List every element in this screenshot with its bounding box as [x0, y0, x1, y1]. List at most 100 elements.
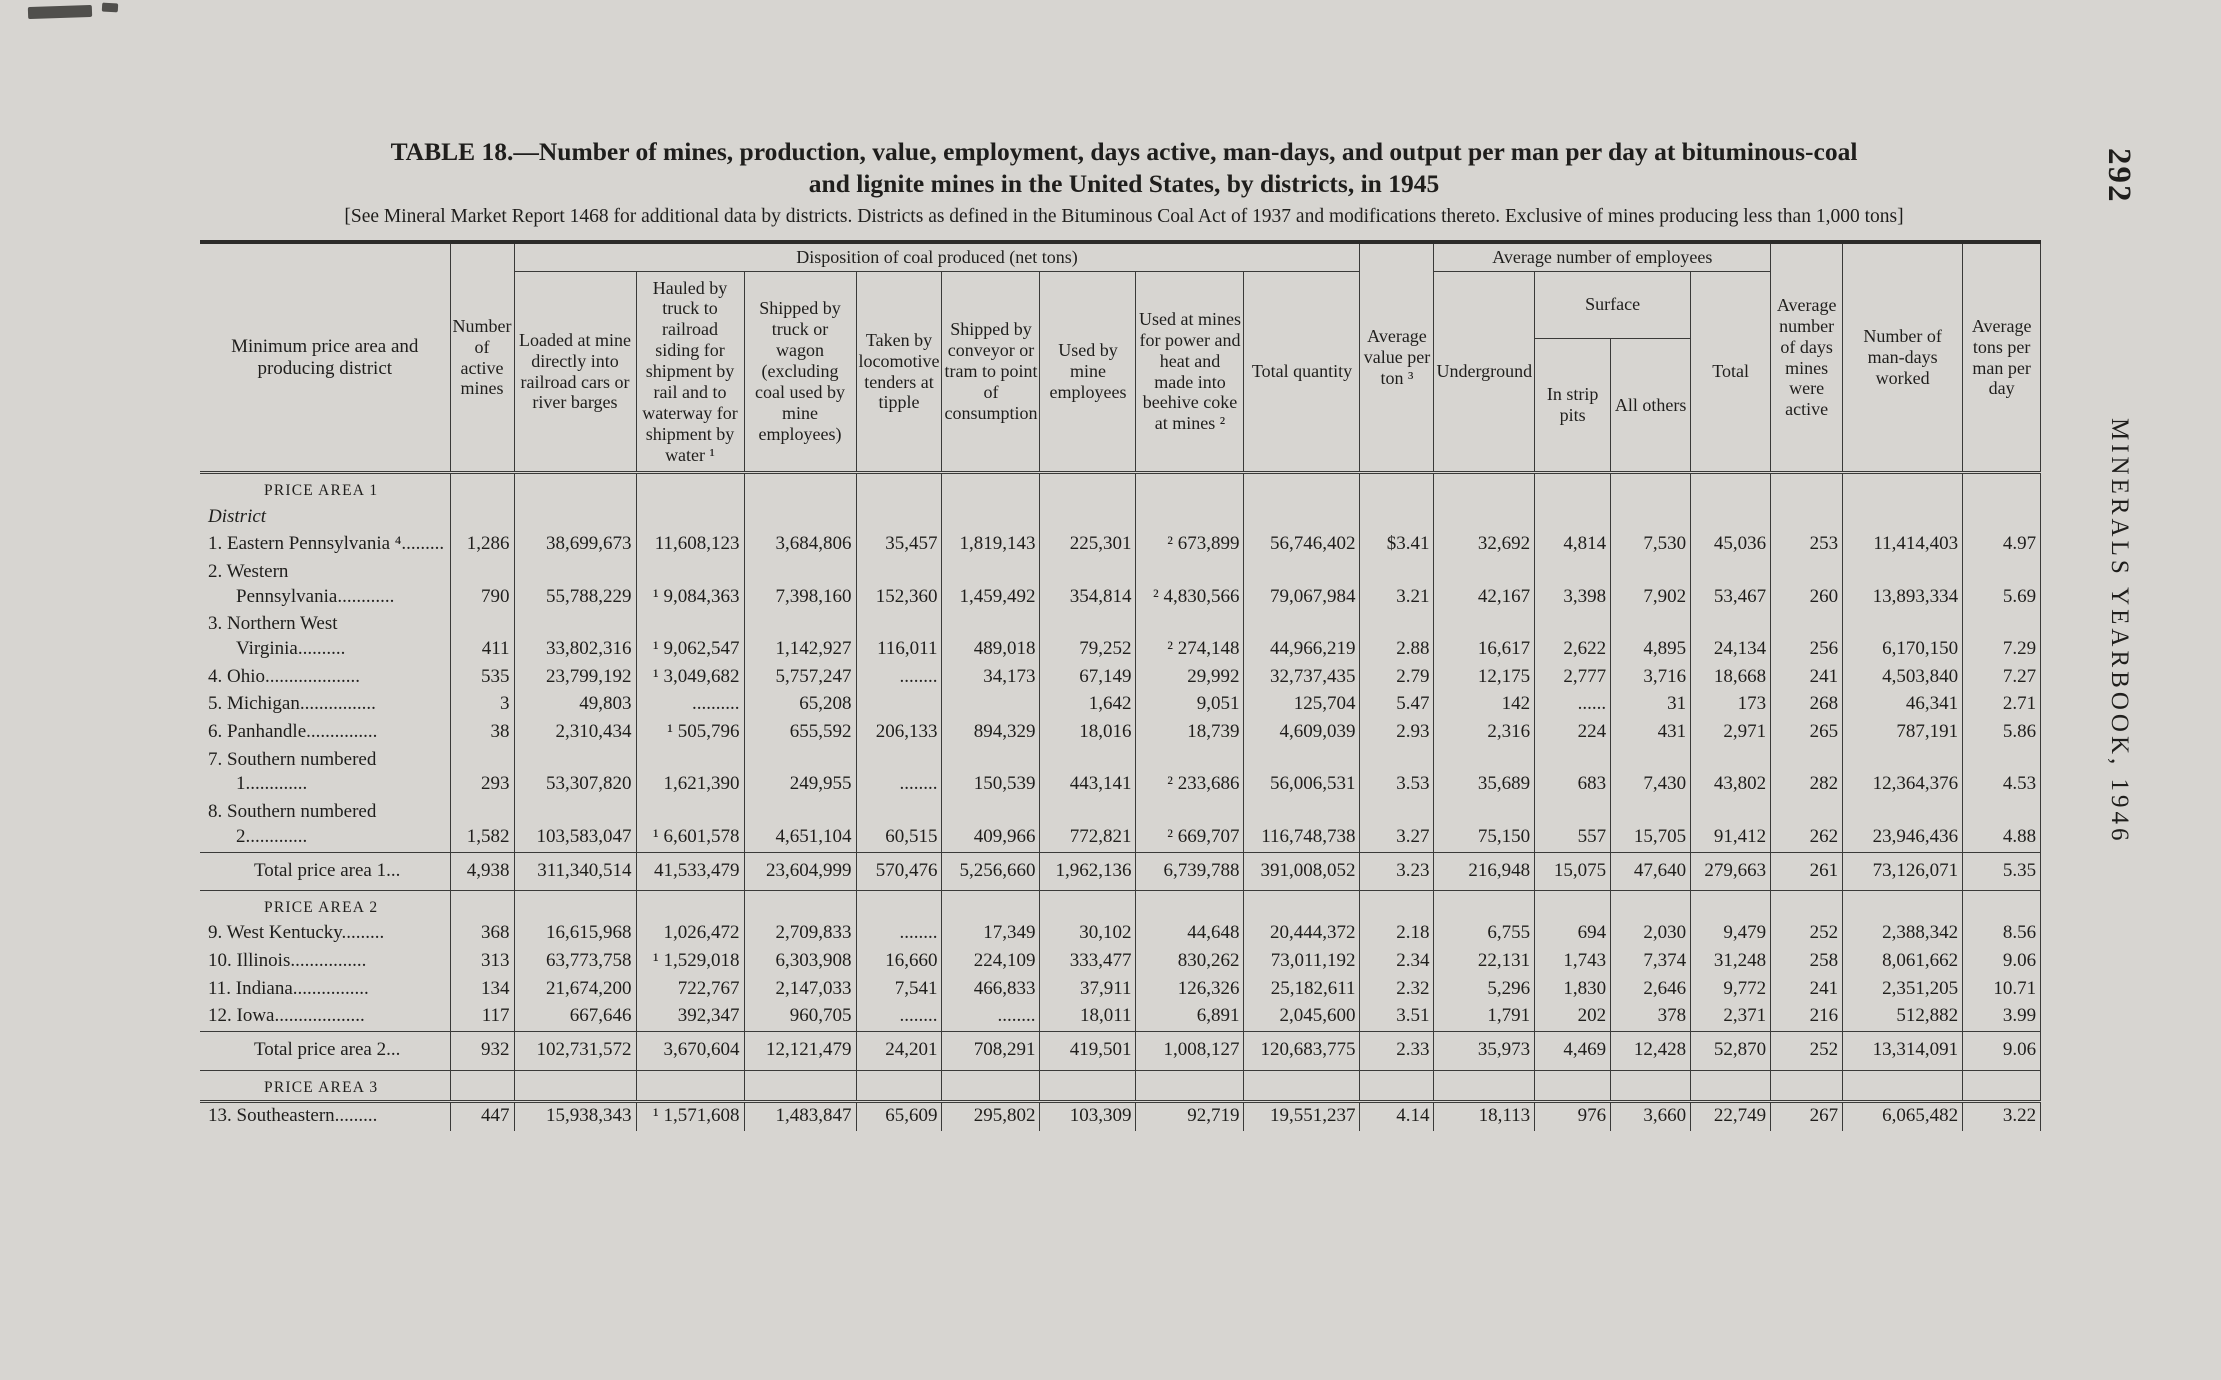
value-cell: 56,006,531 [1243, 746, 1360, 800]
value-cell: 419,501 [1039, 1031, 1136, 1071]
value-cell: 2.93 [1359, 719, 1434, 747]
value-cell: 12,121,479 [743, 1031, 856, 1071]
value-cell: 142 [1433, 691, 1535, 720]
scan-artifact [27, 4, 93, 20]
value-cell: 279,663 [1690, 851, 1771, 892]
value-cell: 512,882 [1842, 1003, 1963, 1032]
value-cell: 16,617 [1433, 611, 1535, 664]
value-cell: 2,388,342 [1842, 920, 1963, 949]
value-cell: 12,364,376 [1842, 746, 1963, 800]
value-cell [513, 472, 636, 504]
value-cell: 489,018 [941, 611, 1040, 664]
value-cell: 976 [1534, 1101, 1611, 1131]
value-cell [635, 472, 744, 504]
value-cell: 216,948 [1433, 851, 1535, 892]
value-cell: 8,061,662 [1842, 948, 1963, 976]
col-group-employees: Average number of employees [1433, 241, 1771, 272]
value-cell: 202 [1534, 1003, 1611, 1032]
value-cell: 1,962,136 [1039, 851, 1136, 892]
value-cell: 2.88 [1359, 611, 1434, 664]
value-cell: 830,262 [1135, 948, 1244, 976]
value-cell: 260 [1770, 558, 1843, 612]
col-header-avg-value: Average value per ton ³ [1359, 241, 1434, 473]
value-cell: 30,102 [1039, 920, 1136, 949]
value-cell: 3.22 [1962, 1101, 2041, 1131]
col-header-used-by-employees: Used by mine employees [1039, 271, 1136, 473]
value-cell: 932 [449, 1031, 514, 1071]
value-cell [1610, 890, 1691, 921]
value-cell: 8.56 [1962, 920, 2041, 949]
col-header-shipped-by-truck: Shipped by truck or wagon (excluding coa… [743, 271, 856, 473]
value-cell [635, 503, 744, 532]
col-header-all-others: All others [1610, 338, 1691, 473]
value-cell: 683 [1534, 746, 1611, 800]
value-cell: 9.06 [1962, 948, 2041, 976]
value-cell: 7.29 [1962, 611, 2041, 664]
value-cell: 2.32 [1359, 975, 1434, 1004]
value-cell: 5,256,660 [941, 851, 1040, 892]
value-cell: 103,583,047 [513, 799, 636, 853]
value-cell: 2,030 [1610, 920, 1691, 949]
page-content: TABLE 18.—Number of mines, production, v… [200, 136, 2048, 1131]
value-cell [941, 472, 1040, 504]
col-header-man-days: Number of man-days worked [1842, 241, 1963, 473]
value-cell [941, 890, 1040, 921]
value-cell [635, 890, 744, 921]
value-cell: 41,533,479 [635, 851, 744, 892]
value-cell: 126,326 [1135, 975, 1244, 1004]
value-cell: ¹ 1,571,608 [635, 1101, 744, 1131]
value-cell: 52,870 [1690, 1031, 1771, 1071]
value-cell: 378 [1610, 1003, 1691, 1032]
value-cell: 4.53 [1962, 746, 2041, 800]
value-cell: 3.99 [1962, 1003, 2041, 1032]
value-cell [1534, 472, 1611, 504]
value-cell [855, 890, 942, 921]
value-cell: 67,149 [1039, 663, 1136, 692]
value-cell: ¹ 3,049,682 [635, 663, 744, 692]
section-row: PRICE AREA 1 [200, 472, 2041, 504]
table-title-line2: and lignite mines in the United States, … [808, 168, 1440, 198]
value-cell: 7,430 [1610, 746, 1691, 800]
value-cell: 258 [1770, 948, 1843, 976]
col-header-underground: Underground [1433, 271, 1535, 473]
value-cell: 3,660 [1610, 1101, 1691, 1131]
value-cell: 4.14 [1359, 1101, 1434, 1131]
value-cell: 2.71 [1962, 691, 2041, 720]
row-label: 8. Southern numbered 2............. [208, 801, 377, 847]
value-cell: 22,131 [1433, 948, 1535, 976]
value-cell: 42,167 [1433, 558, 1535, 612]
value-cell: 116,011 [855, 611, 942, 664]
total-row: Total price area 2... 932 102,731,572 3,670… [200, 1031, 2041, 1071]
value-cell: 7.27 [1962, 663, 2041, 692]
value-cell [855, 1070, 942, 1103]
statistics-table: Minimum price area and producing distric… [200, 239, 2042, 1131]
row-label: PRICE AREA 3 [200, 1070, 450, 1103]
value-cell [635, 1070, 744, 1103]
value-cell: 56,746,402 [1243, 531, 1360, 559]
value-cell: 34,173 [941, 663, 1040, 692]
value-cell: 392,347 [635, 1003, 744, 1032]
district-row: 3. Northern West Virginia.......... 411 33… [200, 611, 2041, 664]
value-cell [1433, 472, 1535, 504]
value-cell: 2,310,434 [513, 719, 636, 747]
value-cell [1135, 890, 1244, 921]
value-cell: 16,615,968 [513, 920, 636, 949]
value-cell: 708,291 [941, 1031, 1040, 1071]
value-cell: 354,814 [1039, 558, 1136, 612]
value-cell: 6,755 [1433, 920, 1535, 949]
district-row: 10. Illinois................ 313 63,773,75… [200, 948, 2041, 976]
row-label: Total price area 1... [200, 851, 450, 892]
value-cell: 241 [1770, 663, 1843, 692]
value-cell: 79,067,984 [1243, 558, 1360, 612]
value-cell: 9,772 [1690, 975, 1771, 1004]
value-cell: 3,716 [1610, 663, 1691, 692]
value-cell [1610, 1070, 1691, 1103]
value-cell [1243, 472, 1360, 504]
value-cell: 73,011,192 [1243, 948, 1360, 976]
value-cell: 23,946,436 [1842, 799, 1963, 853]
value-cell: 409,966 [941, 799, 1040, 853]
value-cell: 2,371 [1690, 1003, 1771, 1032]
value-cell [1770, 472, 1843, 504]
value-cell: 2,777 [1534, 663, 1611, 692]
value-cell: 722,767 [635, 975, 744, 1004]
